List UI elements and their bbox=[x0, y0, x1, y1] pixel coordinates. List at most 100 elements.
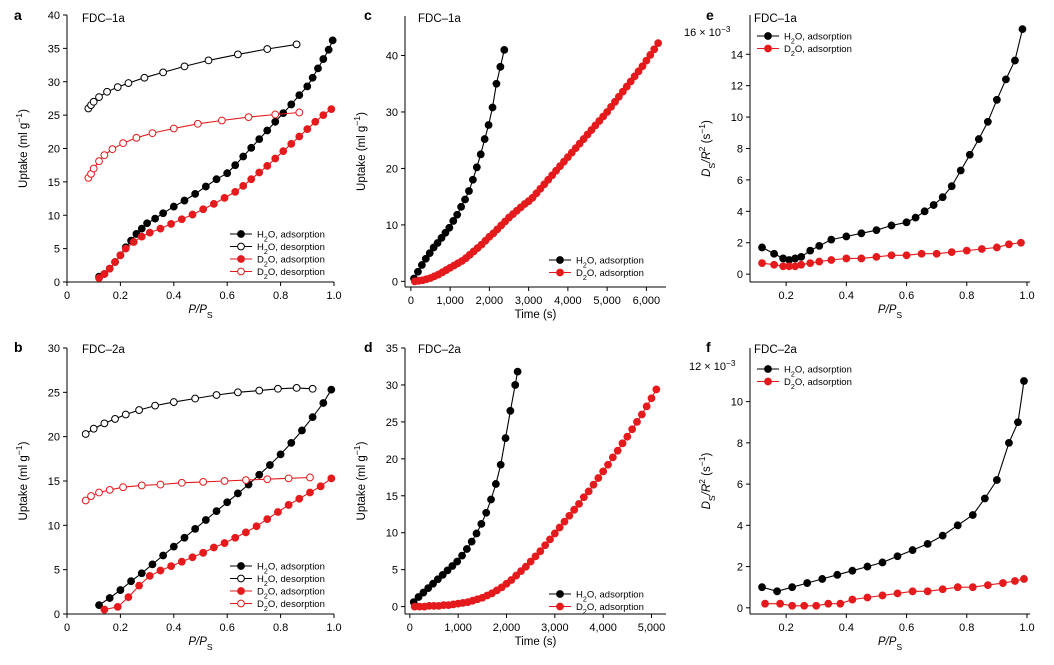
y-tick-label: 5 bbox=[392, 565, 398, 577]
data-point bbox=[145, 228, 154, 237]
data-point bbox=[968, 583, 977, 592]
data-point bbox=[962, 246, 971, 255]
data-point bbox=[646, 51, 655, 59]
panel-letter: f bbox=[706, 339, 711, 355]
data-point bbox=[887, 251, 896, 260]
data-point bbox=[521, 562, 530, 571]
y-tick-label: 10 bbox=[386, 528, 398, 540]
data-point bbox=[983, 117, 992, 126]
data-point bbox=[223, 169, 232, 178]
series-line bbox=[761, 380, 1025, 592]
data-point bbox=[255, 470, 264, 479]
data-point bbox=[458, 551, 466, 560]
y-tick-label: 20 bbox=[48, 144, 60, 156]
data-point bbox=[506, 406, 515, 415]
data-point bbox=[468, 175, 477, 184]
data-point bbox=[263, 126, 272, 135]
panel-a: 0 5 10 15 20 25 30 35 40 0 0.2 0.4 0.6 0.8 1.0 P/PS Upta… bbox=[14, 7, 342, 320]
data-point bbox=[116, 586, 125, 594]
data-point bbox=[81, 496, 90, 505]
data-point bbox=[209, 543, 218, 552]
data-point bbox=[135, 581, 143, 590]
data-point bbox=[247, 143, 256, 152]
data-point bbox=[992, 95, 1001, 104]
data-point bbox=[437, 233, 446, 242]
data-point bbox=[100, 151, 109, 160]
data-point bbox=[893, 552, 902, 561]
data-point bbox=[223, 498, 232, 507]
data-point bbox=[220, 193, 229, 202]
data-point bbox=[615, 92, 623, 101]
data-point bbox=[116, 251, 125, 260]
legend-label: H2O, adsorption bbox=[784, 32, 852, 46]
y-axis-label: DS/R2 (s−1) bbox=[697, 120, 717, 177]
series-d2o-adsorption bbox=[410, 39, 663, 286]
data-point bbox=[863, 562, 872, 571]
x-tick-label: 0.2 bbox=[778, 622, 793, 634]
data-point bbox=[129, 238, 138, 246]
data-point bbox=[276, 450, 285, 459]
data-point bbox=[638, 62, 647, 71]
data-point bbox=[81, 430, 90, 438]
data-point bbox=[443, 566, 452, 575]
series-h2o-adsorption bbox=[758, 25, 1027, 264]
data-point bbox=[923, 539, 932, 548]
y-tick-label: 2 bbox=[737, 238, 743, 250]
data-point bbox=[511, 381, 520, 389]
data-point bbox=[124, 79, 133, 87]
x-tick-label: 0.4 bbox=[839, 290, 854, 302]
data-point bbox=[169, 202, 178, 211]
data-point bbox=[806, 246, 815, 255]
data-point bbox=[827, 256, 836, 264]
data-point bbox=[467, 537, 476, 546]
data-point bbox=[1020, 377, 1028, 385]
data-point bbox=[167, 220, 176, 228]
x-tick-label: 1.0 bbox=[326, 622, 341, 634]
data-point bbox=[1011, 577, 1019, 585]
series-h2o-adsorption bbox=[409, 367, 522, 607]
data-point bbox=[233, 388, 242, 397]
y-tick-label: 5 bbox=[54, 244, 60, 256]
data-point bbox=[177, 215, 186, 224]
data-point bbox=[159, 551, 168, 560]
legend-swatch-marker bbox=[237, 267, 245, 276]
data-point bbox=[433, 575, 442, 584]
data-point bbox=[836, 599, 845, 608]
data-point bbox=[263, 45, 272, 53]
legend-swatch-marker bbox=[764, 365, 772, 373]
data-point bbox=[429, 579, 437, 588]
x-axis-label: P/PS bbox=[878, 636, 903, 652]
data-point bbox=[148, 560, 157, 569]
data-point bbox=[513, 367, 522, 376]
data-point bbox=[233, 50, 242, 59]
y-axis-label: DS/R2 (s−1) bbox=[697, 452, 717, 509]
data-point bbox=[531, 552, 540, 561]
data-point bbox=[565, 511, 574, 520]
data-point bbox=[89, 164, 98, 173]
x-tick-label: 0.4 bbox=[839, 622, 854, 634]
data-point bbox=[623, 432, 632, 441]
legend-label: H2O, adsorption bbox=[576, 256, 644, 270]
data-point bbox=[863, 593, 872, 602]
series-d2o-adsorption bbox=[410, 385, 661, 611]
data-point bbox=[151, 214, 160, 223]
x-tick-label: 1,000 bbox=[436, 295, 464, 307]
data-point bbox=[815, 257, 824, 266]
legend-label: H2O, desorption bbox=[257, 574, 325, 588]
data-point bbox=[857, 229, 866, 238]
y-tick-label: 15 bbox=[48, 476, 60, 488]
data-point bbox=[815, 241, 824, 250]
data-point bbox=[201, 182, 210, 191]
data-point bbox=[654, 39, 663, 47]
panel-title: FDC–2a bbox=[418, 344, 461, 356]
data-point bbox=[132, 133, 141, 142]
legend-label: D2O, adsorption bbox=[257, 255, 325, 269]
data-point bbox=[274, 508, 282, 516]
series-d2o-adsorption bbox=[95, 105, 336, 282]
data-point bbox=[414, 267, 422, 276]
panel-letter: e bbox=[706, 7, 714, 23]
data-point bbox=[496, 62, 505, 71]
data-point bbox=[311, 117, 320, 126]
